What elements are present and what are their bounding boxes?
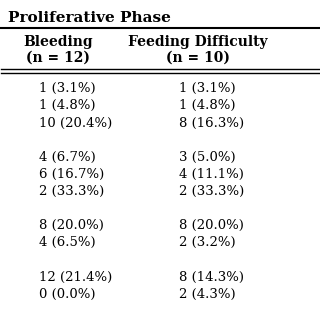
Text: 1 (3.1%): 1 (3.1%) bbox=[179, 82, 236, 95]
Text: 10 (20.4%): 10 (20.4%) bbox=[39, 116, 113, 130]
Text: 3 (5.0%): 3 (5.0%) bbox=[179, 151, 236, 164]
Text: 6 (16.7%): 6 (16.7%) bbox=[39, 168, 105, 181]
Text: 1 (4.8%): 1 (4.8%) bbox=[39, 100, 96, 112]
Text: 2 (33.3%): 2 (33.3%) bbox=[179, 185, 244, 198]
Text: 0 (0.0%): 0 (0.0%) bbox=[39, 288, 96, 301]
Text: 1 (4.8%): 1 (4.8%) bbox=[179, 100, 236, 112]
Text: Bleeding
(n = 12): Bleeding (n = 12) bbox=[24, 35, 93, 65]
Text: 4 (11.1%): 4 (11.1%) bbox=[179, 168, 244, 181]
Text: 2 (3.2%): 2 (3.2%) bbox=[179, 236, 236, 250]
Text: 4 (6.5%): 4 (6.5%) bbox=[39, 236, 96, 250]
Text: 1 (3.1%): 1 (3.1%) bbox=[39, 82, 96, 95]
Text: 8 (16.3%): 8 (16.3%) bbox=[179, 116, 244, 130]
Text: Proliferative Phase: Proliferative Phase bbox=[8, 11, 171, 25]
Text: 2 (33.3%): 2 (33.3%) bbox=[39, 185, 105, 198]
Text: 8 (20.0%): 8 (20.0%) bbox=[179, 219, 244, 232]
Text: Feeding Difficulty
(n = 10): Feeding Difficulty (n = 10) bbox=[128, 35, 268, 65]
Text: 2 (4.3%): 2 (4.3%) bbox=[179, 288, 236, 301]
Text: 12 (21.4%): 12 (21.4%) bbox=[39, 271, 113, 284]
Text: 8 (20.0%): 8 (20.0%) bbox=[39, 219, 104, 232]
Text: 8 (14.3%): 8 (14.3%) bbox=[179, 271, 244, 284]
Text: 4 (6.7%): 4 (6.7%) bbox=[39, 151, 96, 164]
